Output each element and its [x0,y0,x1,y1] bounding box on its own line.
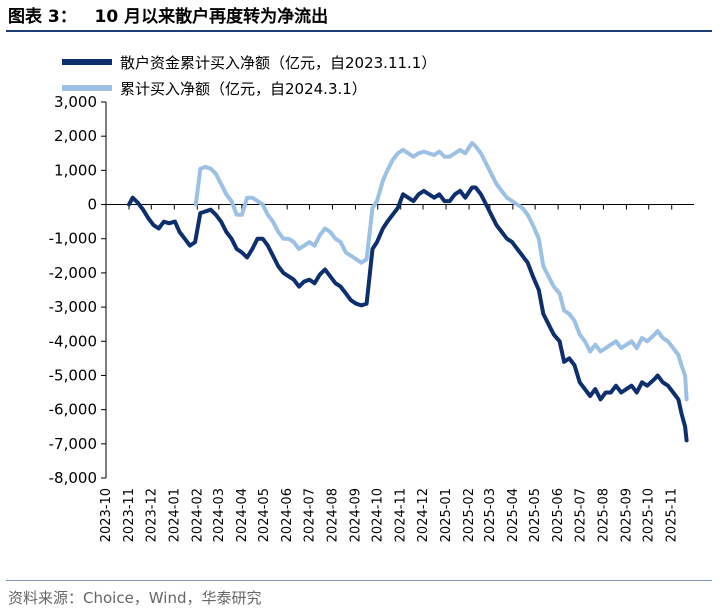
chart-title: 图表 3： 10 月以来散户再度转为净流出 [8,7,329,27]
y-tick-label: 3,000 [54,93,97,111]
x-tick-label: 2025-08 [596,488,611,542]
x-tick-label: 2024-02 [190,488,205,542]
y-axis: 3,000 2,000 1,000 0 -1,000 -2,000 -3,000 -4,000… [49,93,107,487]
y-tick-label: -7,000 [49,435,97,453]
y-tick-label: -4,000 [49,332,97,350]
x-tick-label: 2025-02 [462,488,477,542]
x-tick-label: 2024-01 [167,488,182,542]
x-tick-label: 2025-06 [551,488,566,542]
x-tick-label: 2025-04 [506,488,521,542]
x-axis: 2023-10 2023-11 2023-12 2024-01 2024-02 2024-… [99,204,694,542]
x-tick-label: 2025-10 [642,488,657,542]
series-line-cumulative [193,141,689,402]
x-tick-label: 2023-10 [99,488,114,542]
x-tick-label: 2024-09 [348,488,363,542]
x-tick-label: 2025-11 [665,488,680,542]
y-tick-label: -5,000 [49,366,97,384]
legend-label: 累计买入净额（亿元，自2024.3.1） [120,80,367,98]
x-tick-label: 2024-11 [394,488,409,542]
y-tick-label: -3,000 [49,298,97,316]
title-divider [6,30,712,32]
source-divider [6,580,712,581]
y-tick-label: -8,000 [49,469,97,487]
x-tick-label: 2024-06 [280,488,295,542]
y-tick-label: 1,000 [54,161,97,179]
x-tick-label: 2024-08 [325,488,340,542]
y-tick-label: 0 [87,196,97,214]
x-tick-label: 2023-11 [122,488,137,542]
y-tick-label: -2,000 [49,264,97,282]
y-tick-label: 2,000 [54,127,97,145]
x-tick-label: 2024-03 [212,488,227,542]
series-line-retail [127,185,689,443]
x-tick-label: 2025-07 [573,488,588,542]
y-tick-label: -6,000 [49,401,97,419]
source-note: 资料来源：Choice，Wind，华泰研究 [8,589,262,607]
x-tick-label: 2024-07 [302,488,317,542]
series-layer [127,141,689,443]
x-tick-label: 2025-09 [619,488,634,542]
legend: 散户资金累计买入净额（亿元，自2023.11.1） 累计买入净额（亿元，自2024… [62,54,436,98]
y-tick-label: -1,000 [49,230,97,248]
x-tick-label: 2025-01 [439,488,454,542]
legend-label: 散户资金累计买入净额（亿元，自2023.11.1） [120,54,436,72]
x-tick-label: 2024-12 [416,488,431,542]
x-tick-label: 2023-12 [144,488,159,542]
x-tick-label: 2024-10 [371,488,386,542]
x-tick-label: 2024-05 [257,488,272,542]
x-tick-label: 2025-03 [483,488,498,542]
x-tick-label: 2024-04 [235,488,250,542]
x-tick-label: 2025-05 [528,488,543,542]
